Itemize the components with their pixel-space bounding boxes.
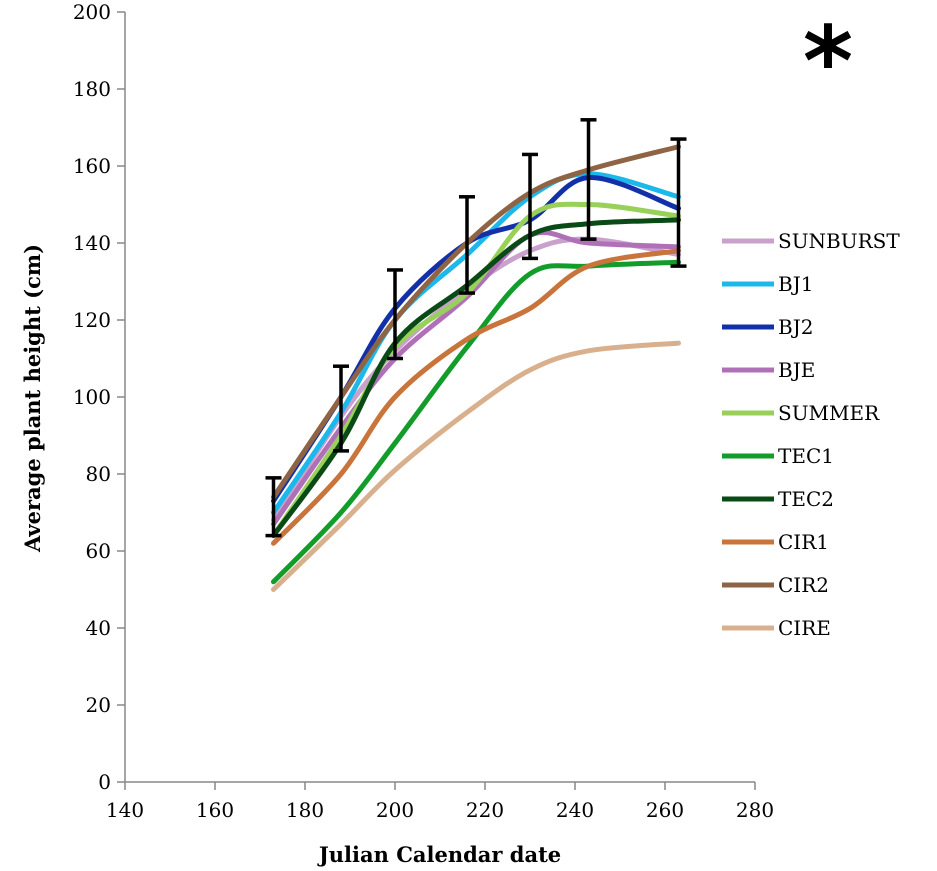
- series-line-cire: [271, 340, 681, 592]
- y-tick-label: 20: [86, 693, 111, 717]
- axes: [124, 12, 755, 783]
- series-line-summer: [271, 201, 681, 539]
- legend-item: BJ1: [722, 272, 813, 296]
- y-tick-label: 80: [86, 462, 111, 486]
- legend-label: BJE: [778, 358, 815, 382]
- y-tick-label: 140: [73, 231, 111, 255]
- y-tick-label: 0: [98, 770, 111, 794]
- error-bar: [580, 118, 597, 241]
- legend-item: CIR1: [722, 530, 829, 554]
- legend-label: TEC1: [778, 444, 834, 468]
- x-tick-label: 140: [106, 798, 144, 822]
- legend-label: CIR2: [778, 573, 829, 597]
- legend-label: CIRE: [778, 616, 831, 640]
- legend-label: SUMMER: [778, 401, 880, 425]
- x-tick-label: 260: [646, 798, 684, 822]
- y-tick-label: 160: [73, 154, 111, 178]
- legend-label: TEC2: [778, 487, 834, 511]
- series-line-tec2: [271, 217, 681, 539]
- error-bar: [333, 364, 349, 453]
- legend-item: BJE: [722, 358, 815, 382]
- series-lines: [271, 144, 681, 592]
- legend-item: CIR2: [722, 573, 829, 597]
- x-tick-label: 220: [466, 798, 504, 822]
- y-ticks: 0 20 40 60 80 100 120 140 160 180 200: [73, 0, 125, 794]
- error-bar: [522, 152, 538, 261]
- legend-label: BJ1: [778, 272, 813, 296]
- legend-label: CIR1: [778, 530, 829, 554]
- x-axis-title: Julian Calendar date: [317, 842, 561, 867]
- error-bar: [670, 137, 687, 268]
- y-tick-label: 180: [73, 77, 111, 101]
- legend-item: SUNBURST: [722, 229, 900, 253]
- x-ticks: 140 160 180 200 220 240 260 280: [106, 782, 774, 822]
- y-tick-label: 60: [86, 539, 111, 563]
- y-tick-label: 120: [73, 308, 111, 332]
- legend-label: SUNBURST: [778, 229, 900, 253]
- legend-item: TEC1: [722, 444, 834, 468]
- x-tick-label: 180: [286, 798, 324, 822]
- legend-label: BJ2: [778, 315, 813, 339]
- series-line-cir1: [271, 248, 681, 546]
- legend-item: TEC2: [722, 487, 834, 511]
- y-tick-label: 40: [86, 616, 111, 640]
- x-tick-label: 240: [556, 798, 594, 822]
- x-tick-label: 200: [376, 798, 414, 822]
- error-bar: [387, 268, 403, 361]
- series-line-bj1: [271, 171, 681, 515]
- legend-item: BJ2: [722, 315, 813, 339]
- y-axis-title: Average plant height (cm): [20, 244, 45, 553]
- legend-item: CIRE: [722, 616, 831, 640]
- y-tick-label: 100: [73, 385, 111, 409]
- y-tick-label: 200: [73, 0, 111, 24]
- error-bar: [459, 195, 475, 295]
- error-bar: [265, 476, 282, 538]
- legend: SUNBURST BJ1 BJ2 BJE SUMMER TEC1 TEC2 CIR1 CIR2 C…: [722, 229, 900, 640]
- x-tick-label: 160: [196, 798, 234, 822]
- legend-item: SUMMER: [722, 401, 880, 425]
- x-tick-label: 280: [736, 798, 774, 822]
- significance-asterisk: *: [803, 6, 853, 118]
- error-bars: [265, 118, 687, 538]
